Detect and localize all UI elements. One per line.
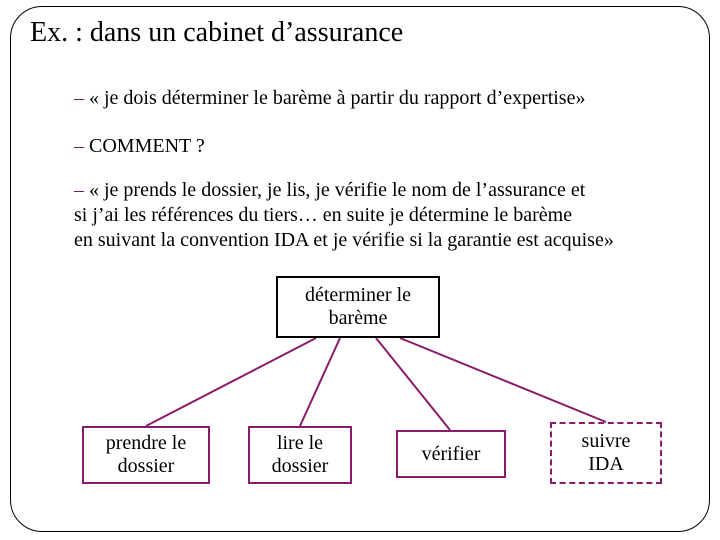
tree-child-label: vérifier [422,443,481,466]
bullet-2-text: COMMENT ? [89,135,205,157]
tree-child-label: suivre IDA [582,430,631,476]
tree-child-label: lire le dossier [272,432,329,478]
dash-icon: – [74,87,89,109]
bullet-1-text: « je dois déterminer le barème à partir … [89,87,585,109]
tree-child-label: prendre le dossier [106,432,187,478]
bullet-line-1: – « je dois déterminer le barème à parti… [74,86,585,111]
tree-child-ida: suivre IDA [550,422,662,484]
para-line-c: en suivant la convention IDA et je vérif… [74,229,614,251]
dash-icon: – [74,135,89,157]
tree-root-label: déterminer le barème [305,284,411,330]
bullet-line-2: – COMMENT ? [74,134,205,159]
dash-icon: – [74,179,89,201]
tree-root-node: déterminer le barème [276,276,440,338]
slide-title: Ex. : dans un cabinet d’assurance [30,18,403,49]
bullet-paragraph: – « je prends le dossier, je lis, je vér… [74,178,694,253]
tree-child-prendre: prendre le dossier [82,426,210,484]
para-line-b: si j’ai les références du tiers… en suit… [74,204,572,226]
tree-child-verifier: vérifier [396,430,506,478]
para-line-a: « je prends le dossier, je lis, je vérif… [89,179,585,201]
tree-child-lire: lire le dossier [248,426,352,484]
